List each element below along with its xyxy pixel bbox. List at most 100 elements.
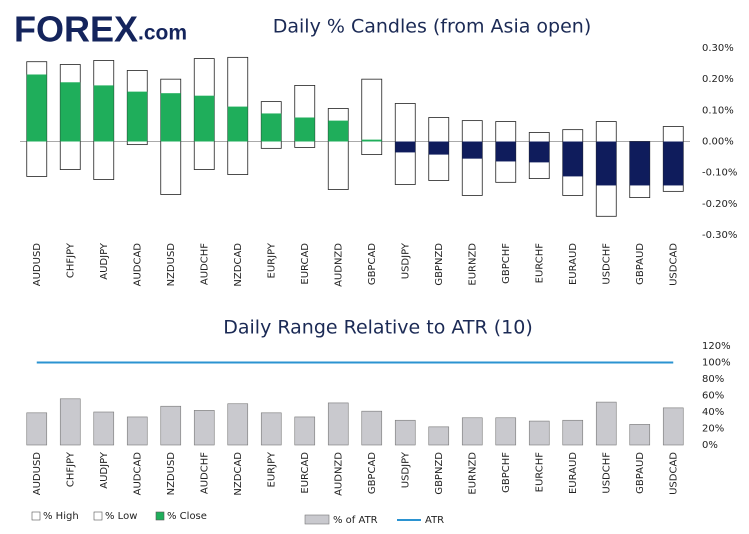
legend-label: % High — [43, 511, 79, 522]
y-tick-label: 40% — [702, 407, 724, 418]
close-bar — [328, 120, 349, 142]
chart-title: Daily % Candles (from Asia open) — [273, 16, 591, 38]
x-tick-label: AUDCAD — [132, 243, 143, 287]
close-bar — [127, 91, 148, 142]
y-tick-label: -0.20% — [702, 199, 737, 210]
close-bar — [395, 141, 416, 153]
x-tick-label: NZDUSD — [166, 452, 177, 496]
logo-suffix: .com — [138, 22, 187, 45]
legend-label: % Low — [105, 511, 137, 522]
close-bar — [428, 141, 449, 155]
close-bar — [562, 141, 583, 177]
x-tick-label: AUDCHF — [199, 452, 210, 494]
close-bar — [60, 82, 81, 142]
legend-label: ATR — [425, 515, 444, 526]
close-bar — [629, 141, 650, 186]
close-bar — [93, 85, 114, 142]
x-tick-label: AUDNZD — [333, 243, 344, 287]
x-tick-label: USDCHF — [601, 243, 612, 285]
close-bar — [160, 93, 181, 142]
x-tick-label: AUDUSD — [32, 243, 43, 287]
y-tick-label: 0.20% — [702, 74, 734, 85]
x-tick-label: USDJPY — [400, 451, 411, 488]
x-tick-label: NZDUSD — [166, 243, 177, 287]
x-tick-label: GBPAUD — [635, 243, 646, 285]
x-tick-label: NZDCAD — [233, 452, 244, 496]
y-tick-label: -0.10% — [702, 168, 737, 179]
legend-label: % Close — [167, 511, 207, 522]
bar — [327, 402, 349, 446]
x-tick-label: EURJPY — [266, 242, 277, 278]
x-tick-label: EURNZD — [467, 243, 478, 286]
x-tick-label: GBPCAD — [367, 452, 378, 494]
close-bar — [227, 106, 248, 142]
y-tick-label: 20% — [702, 424, 724, 435]
bar — [93, 411, 115, 446]
y-tick-label: 0% — [702, 440, 718, 451]
x-tick-label: AUDCAD — [132, 452, 143, 496]
high-low-box — [361, 78, 383, 155]
x-tick-label: GBPCAD — [367, 243, 378, 285]
bar — [562, 419, 584, 446]
close-bar — [194, 95, 215, 142]
x-tick-label: AUDJPY — [99, 451, 110, 489]
legend-swatch — [155, 511, 165, 521]
logo-brand: FOREX — [14, 9, 138, 50]
y-tick-label: 120% — [702, 341, 731, 352]
x-tick-label: EURAUD — [568, 243, 579, 285]
bar — [59, 398, 81, 446]
bar — [227, 403, 249, 446]
bar — [294, 416, 316, 446]
bar — [428, 426, 450, 446]
x-tick-label: CHFJPY — [65, 242, 76, 278]
close-bar — [26, 74, 47, 142]
x-tick-label: USDCAD — [668, 243, 679, 286]
bar — [394, 419, 416, 446]
x-tick-label: EURAUD — [568, 452, 579, 494]
chart-title: Daily Range Relative to ATR (10) — [223, 317, 533, 339]
x-tick-label: EURNZD — [467, 452, 478, 495]
x-tick-label: AUDNZD — [333, 452, 344, 496]
x-tick-label: EURCHF — [534, 452, 545, 493]
y-tick-label: 60% — [702, 391, 724, 402]
y-tick-label: 100% — [702, 358, 731, 369]
close-bar — [529, 141, 550, 163]
x-tick-label: GBPNZD — [434, 452, 445, 495]
x-tick-label: EURCAD — [300, 452, 311, 494]
y-tick-label: 0.10% — [702, 105, 734, 116]
x-tick-label: GBPNZD — [434, 243, 445, 286]
x-tick-label: USDJPY — [400, 242, 411, 279]
bar — [160, 405, 182, 446]
close-bar — [462, 141, 483, 159]
legend-swatch — [304, 514, 330, 525]
legend-swatch — [93, 511, 103, 521]
x-tick-label: CHFJPY — [65, 451, 76, 487]
bar — [260, 412, 282, 446]
close-bar — [495, 141, 516, 162]
x-tick-label: GBPAUD — [635, 452, 646, 494]
close-bar — [596, 141, 617, 186]
y-tick-label: 0.00% — [702, 137, 734, 148]
x-tick-label: EURCHF — [534, 243, 545, 284]
bar — [662, 407, 684, 446]
bar — [461, 417, 483, 446]
close-bar — [261, 113, 282, 142]
x-tick-label: AUDUSD — [32, 452, 43, 496]
bar — [629, 424, 651, 446]
x-tick-label: USDCHF — [601, 452, 612, 494]
x-tick-label: NZDCAD — [233, 243, 244, 287]
x-tick-label: GBPCHF — [501, 243, 512, 284]
y-tick-label: 0.30% — [702, 43, 734, 54]
x-tick-label: EURJPY — [266, 451, 277, 487]
x-tick-label: AUDCHF — [199, 243, 210, 285]
bar — [193, 410, 215, 446]
close-bar — [294, 117, 315, 142]
y-tick-label: -0.30% — [702, 230, 737, 241]
x-tick-label: GBPCHF — [501, 452, 512, 493]
bar — [595, 401, 617, 446]
x-tick-label: USDCAD — [668, 452, 679, 495]
close-bar — [361, 139, 382, 142]
bar — [26, 412, 48, 446]
close-bar — [663, 141, 684, 186]
bar — [361, 410, 383, 446]
